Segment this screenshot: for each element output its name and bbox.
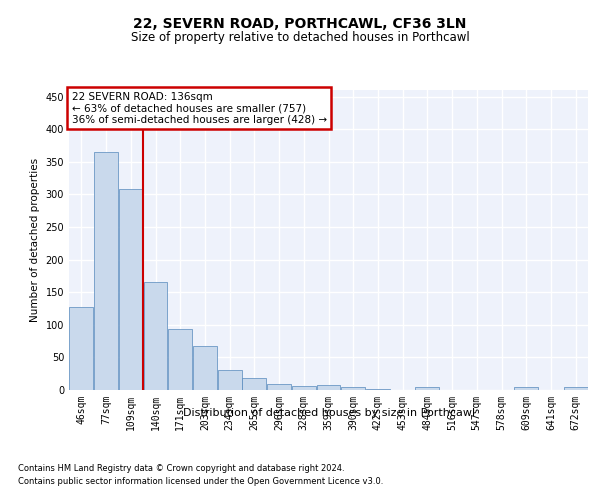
Text: 22, SEVERN ROAD, PORTHCAWL, CF36 3LN: 22, SEVERN ROAD, PORTHCAWL, CF36 3LN xyxy=(133,18,467,32)
Bar xyxy=(317,385,340,390)
Bar xyxy=(341,388,365,390)
Bar xyxy=(193,346,217,390)
Bar xyxy=(267,384,291,390)
Text: 22 SEVERN ROAD: 136sqm
← 63% of detached houses are smaller (757)
36% of semi-de: 22 SEVERN ROAD: 136sqm ← 63% of detached… xyxy=(71,92,327,124)
Bar xyxy=(70,306,94,390)
Bar xyxy=(94,152,118,390)
Text: Size of property relative to detached houses in Porthcawl: Size of property relative to detached ho… xyxy=(131,31,469,44)
Text: Contains HM Land Registry data © Crown copyright and database right 2024.: Contains HM Land Registry data © Crown c… xyxy=(18,464,344,473)
Text: Distribution of detached houses by size in Porthcawl: Distribution of detached houses by size … xyxy=(183,408,475,418)
Y-axis label: Number of detached properties: Number of detached properties xyxy=(30,158,40,322)
Text: Contains public sector information licensed under the Open Government Licence v3: Contains public sector information licen… xyxy=(18,477,383,486)
Bar xyxy=(119,189,143,390)
Bar xyxy=(292,386,316,390)
Bar xyxy=(514,388,538,390)
Bar xyxy=(563,388,587,390)
Bar xyxy=(218,370,242,390)
Bar xyxy=(143,282,167,390)
Bar xyxy=(415,388,439,390)
Bar xyxy=(242,378,266,390)
Bar xyxy=(168,330,192,390)
